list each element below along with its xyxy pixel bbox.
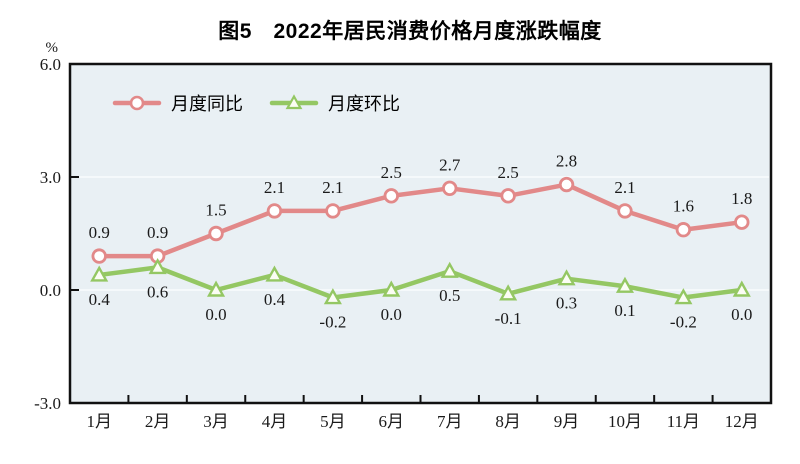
data-point-label: 0.3 (556, 294, 577, 313)
y-axis-tick-label: 6.0 (40, 55, 61, 74)
data-point-label: 0.0 (731, 305, 752, 324)
data-point-marker (615, 276, 635, 293)
chart-legend: 月度同比 月度环比 (112, 90, 400, 116)
data-point-label: 2.1 (614, 178, 635, 197)
data-point-label: 2.8 (556, 152, 577, 171)
data-point-marker (148, 257, 167, 275)
data-point-marker (499, 284, 518, 301)
data-point-marker (617, 203, 633, 219)
data-point-label: 2.1 (322, 178, 343, 197)
data-point-label: -0.1 (495, 309, 522, 328)
data-point-marker (558, 176, 575, 193)
line-circle-marker-icon (112, 95, 162, 111)
data-point-marker (325, 203, 341, 219)
x-axis-tick-label: 9月 (554, 412, 580, 431)
data-point-label: 0.5 (439, 286, 460, 305)
legend-label-mom: 月度环比 (328, 94, 400, 114)
x-axis-tick-label: 6月 (379, 412, 405, 431)
series-line-0 (96, 182, 745, 259)
data-point-marker (732, 280, 751, 297)
data-point-label: 0.0 (381, 305, 402, 324)
data-point-label: 2.5 (498, 163, 519, 182)
data-point-marker (265, 265, 284, 282)
data-point-label: 0.6 (147, 282, 168, 301)
x-axis-tick-label: 11月 (667, 412, 700, 431)
plot-border (68, 62, 773, 405)
data-point-marker (734, 214, 750, 230)
x-axis-tick-label: 4月 (262, 412, 288, 431)
line-triangle-marker-icon (269, 94, 319, 110)
data-point-marker (382, 280, 401, 297)
data-point-label: 2.1 (264, 178, 285, 197)
data-point-label: -0.2 (670, 313, 697, 332)
x-axis-tick-label: 7月 (437, 412, 463, 431)
data-point-label: 0.1 (614, 301, 635, 320)
data-point-marker (206, 280, 226, 297)
x-axis-tick-label: 5月 (320, 412, 346, 431)
y-axis-tick-label: 0.0 (40, 281, 61, 300)
data-point-marker (91, 248, 107, 264)
data-point-label: 1.8 (731, 189, 752, 208)
x-axis-tick-label: 12月 (725, 412, 759, 431)
plot-area (70, 64, 771, 403)
data-point-marker (442, 180, 458, 197)
data-point-label: 0.9 (89, 223, 110, 242)
x-axis-tick-label: 8月 (495, 412, 521, 431)
data-point-marker (208, 225, 224, 242)
data-point-marker (500, 188, 516, 204)
y-axis-tick-label: -3.0 (34, 394, 61, 413)
x-axis-tick-label: 2月 (145, 412, 171, 431)
legend-item-mom: 月度环比 (269, 90, 400, 116)
data-point-label: 0.4 (89, 290, 111, 309)
data-point-marker (557, 269, 576, 286)
y-axis-tick-label: 3.0 (40, 168, 61, 187)
x-axis-tick-label: 3月 (203, 412, 229, 431)
data-point-marker (674, 288, 693, 305)
data-point-marker (266, 203, 283, 219)
data-point-marker (323, 288, 342, 305)
data-point-marker (383, 188, 399, 204)
x-axis-tick-label: 1月 (86, 412, 112, 431)
legend-item-yoy: 月度同比 (112, 90, 243, 116)
chart-title: 图5 2022年居民消费价格月度涨跌幅度 (218, 20, 602, 43)
data-point-label: 0.9 (147, 223, 168, 242)
x-axis-tick-label: 10月 (608, 412, 642, 431)
y-axis-unit-label: % (46, 40, 59, 56)
data-point-label: 0.4 (264, 290, 286, 309)
data-point-label: -0.2 (319, 313, 346, 332)
data-point-marker (675, 222, 692, 238)
data-point-marker (440, 261, 459, 278)
data-point-marker (90, 265, 109, 282)
data-point-label: 2.7 (439, 155, 461, 174)
data-point-label: 1.5 (205, 201, 226, 220)
data-point-label: 0.0 (205, 305, 226, 324)
series-line-1 (96, 265, 745, 300)
legend-label-yoy: 月度同比 (171, 94, 243, 114)
data-point-label: 2.5 (381, 163, 402, 182)
data-point-label: 1.6 (673, 197, 694, 216)
